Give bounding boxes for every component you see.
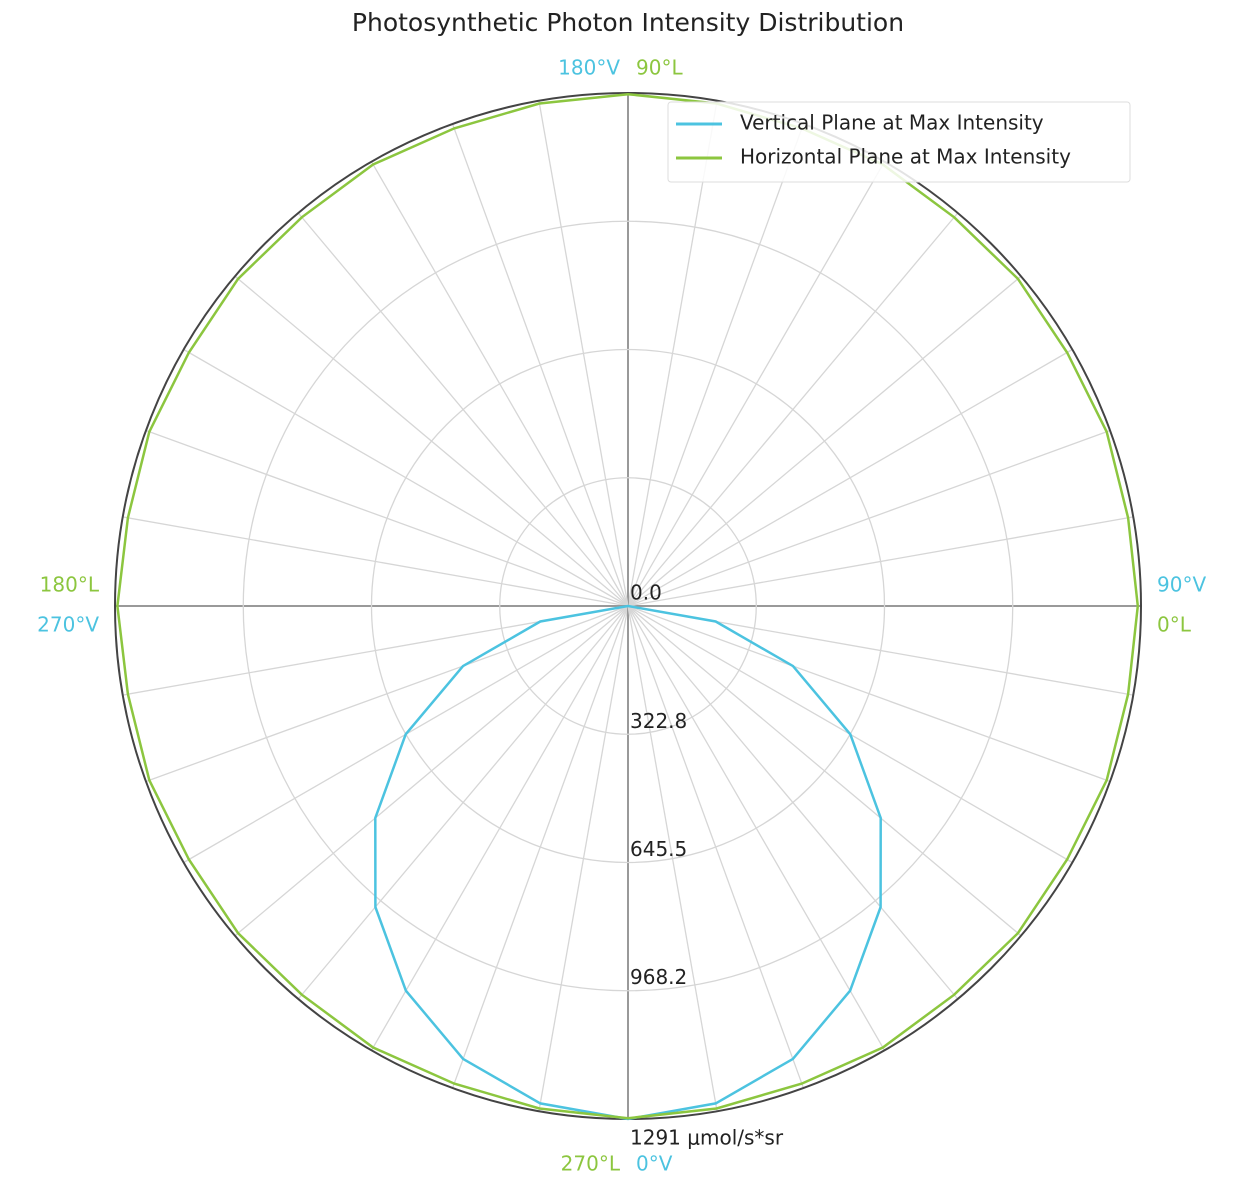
r-tick-label: 645.5 bbox=[630, 837, 687, 861]
angle-tick-label: 90°V bbox=[1157, 573, 1206, 597]
r-grid-circle bbox=[370, 348, 886, 864]
angle-tick-label: 0°L bbox=[1157, 613, 1192, 637]
angle-tick-label: 270°L bbox=[561, 1152, 621, 1176]
legend: Vertical Plane at Max Intensity Horizonta… bbox=[667, 101, 1131, 183]
angle-tick-label: 0°V bbox=[636, 1152, 673, 1176]
r-tick-label: 968.2 bbox=[630, 965, 687, 989]
r-tick-label: 0.0 bbox=[630, 581, 662, 605]
r-grid-circle bbox=[499, 477, 757, 735]
r-grid-circle bbox=[242, 220, 1014, 992]
chart-title: Photosynthetic Photon Intensity Distribu… bbox=[352, 8, 904, 37]
angle-tick-label: 180°V bbox=[558, 56, 620, 80]
series-line bbox=[374, 604, 882, 1121]
legend-label: Vertical Plane at Max Intensity bbox=[740, 111, 1044, 135]
legend-box bbox=[667, 101, 1131, 183]
r-tick-label: 322.8 bbox=[630, 709, 687, 733]
legend-label: Horizontal Plane at Max Intensity bbox=[740, 145, 1071, 169]
r-tick-label: 1291 μmol/s*sr bbox=[630, 1126, 784, 1150]
angle-tick-label: 270°V bbox=[37, 613, 99, 637]
angle-tick-label: 180°L bbox=[40, 573, 100, 597]
angle-tick-label: 90°L bbox=[636, 56, 683, 80]
